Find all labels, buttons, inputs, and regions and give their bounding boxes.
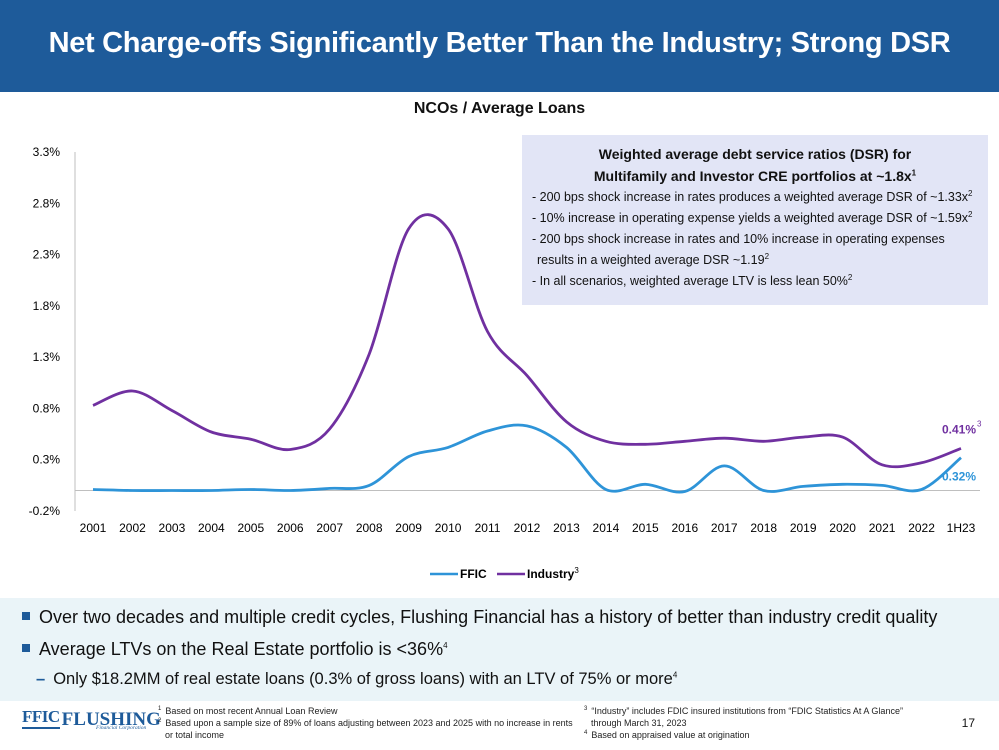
x-tick-label: 2005 <box>237 521 264 535</box>
footnote: 3 “Industry” includes FDIC insured instit… <box>584 706 903 716</box>
ffic-end-label: 0.32% <box>942 470 976 484</box>
callout-item: - 200 bps shock increase in rates produc… <box>532 188 973 204</box>
y-tick-label: 2.3% <box>33 248 61 262</box>
sub-bullet-item: – Only $18.2MM of real estate loans (0.3%… <box>36 670 678 688</box>
nco-line-chart: -0.2%0.3%0.8%1.3%1.8%2.3%2.8%3.3% 2001 20… <box>29 145 982 581</box>
y-tick-label: 0.3% <box>33 453 61 467</box>
x-tick-label: 2018 <box>750 521 777 535</box>
bullet-square-icon <box>22 612 30 621</box>
x-tick-label: 2007 <box>316 521 343 535</box>
x-tick-label: 2015 <box>632 521 659 535</box>
x-tick-label: 2021 <box>869 521 896 535</box>
callout-item: - 10% increase in operating expense yiel… <box>532 209 973 225</box>
x-tick-label: 2009 <box>395 521 422 535</box>
x-tick-label: 2014 <box>593 521 620 535</box>
key-points: Over two decades and multiple credit cyc… <box>0 598 999 701</box>
callout-item: - In all scenarios, weighted average LTV… <box>532 272 853 288</box>
legend-industry-label: Industry3 <box>527 566 579 581</box>
industry-series-line <box>92 213 962 469</box>
x-axis: 2001 2002 2003 2004 2005 2006 2007 2008 2009 2010… <box>80 521 976 535</box>
x-tick-label: 2020 <box>829 521 856 535</box>
callout-item: results in a weighted average DSR ~1.192 <box>537 251 770 267</box>
bullet-item: Average LTVs on the Real Estate portfoli… <box>22 639 448 660</box>
x-tick-label: 2019 <box>790 521 817 535</box>
chart-title: NCOs / Average Loans <box>413 100 586 117</box>
x-tick-label: 2010 <box>435 521 462 535</box>
x-tick-label: 2006 <box>277 521 304 535</box>
industry-end-label-footnote: 3 <box>977 419 982 428</box>
x-tick-label: 2022 <box>908 521 935 535</box>
bullet-square-icon <box>22 644 30 653</box>
title-banner: Net Charge-offs Significantly Better Tha… <box>0 0 999 92</box>
callout-item: - 200 bps shock increase in rates and 10… <box>532 232 945 246</box>
legend-ffic-label: FFIC <box>460 567 487 581</box>
ffic-series-line <box>92 423 962 494</box>
flushing-logo: FFIC FLUSHING <box>22 707 161 730</box>
x-tick-label: 2011 <box>475 521 501 535</box>
dash-bullet-icon: – <box>36 670 46 688</box>
y-tick-label: 2.8% <box>33 196 61 210</box>
x-tick-label: 2016 <box>671 521 698 535</box>
y-tick-label: 1.3% <box>33 350 61 364</box>
footnote: 4 Based on appraised value at origination <box>584 730 750 740</box>
x-tick-label: 2013 <box>553 521 580 535</box>
page-title: Net Charge-offs Significantly Better Tha… <box>48 27 951 59</box>
footnote: through March 31, 2023 <box>591 718 687 728</box>
x-tick-label: 2002 <box>119 521 146 535</box>
footnote: or total income <box>165 730 225 740</box>
callout-title: Weighted average debt service ratios (DS… <box>593 146 917 184</box>
y-tick-label: 3.3% <box>33 145 61 159</box>
x-tick-label: 1H23 <box>947 521 976 535</box>
page-number: 17 <box>961 716 975 730</box>
x-tick-label: 2004 <box>198 521 225 535</box>
y-tick-label: -0.2% <box>29 504 61 518</box>
x-tick-label: 2003 <box>159 521 186 535</box>
chart-legend: FFIC Industry3 <box>430 566 579 581</box>
bullet-item: Over two decades and multiple credit cyc… <box>22 607 937 628</box>
dsr-callout-box: Weighted average debt service ratios (DS… <box>522 135 988 305</box>
footnote: 2 Based upon a sample size of 89% of loan… <box>158 718 573 728</box>
x-tick-label: 2001 <box>80 521 107 535</box>
industry-end-label: 0.41% <box>942 422 976 436</box>
x-tick-label: 2017 <box>711 521 738 535</box>
x-tick-label: 2008 <box>356 521 383 535</box>
x-tick-label: 2012 <box>514 521 541 535</box>
y-tick-label: 0.8% <box>33 401 61 415</box>
logo-subtitle: Financial Corporation <box>96 725 147 731</box>
footnote: 1 Based on most recent Annual Loan Review <box>158 706 338 716</box>
y-tick-label: 1.8% <box>33 299 61 313</box>
